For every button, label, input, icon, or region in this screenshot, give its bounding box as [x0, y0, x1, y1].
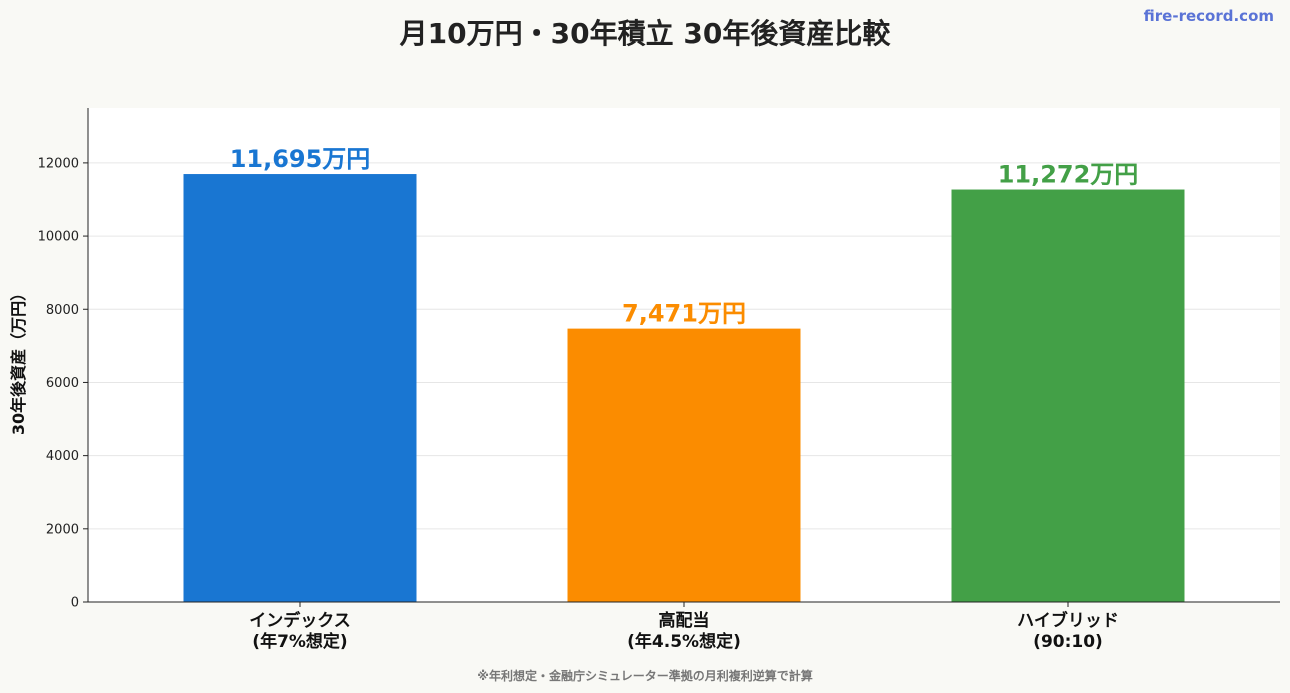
bar-value-label: 11,272万円: [998, 161, 1139, 189]
y-axis-label: 30年後資産（万円）: [9, 285, 28, 435]
x-tick-label: ハイブリッド: [1017, 610, 1119, 631]
x-tick-label: インデックス: [249, 610, 351, 631]
y-tick-label: 0: [71, 596, 79, 611]
y-tick-label: 12000: [38, 156, 79, 171]
y-tick-label: 4000: [46, 449, 79, 464]
x-tick-label: (年7%想定): [252, 631, 347, 652]
bar-value-label: 11,695万円: [230, 145, 371, 173]
y-tick-label: 2000: [46, 522, 79, 537]
x-tick-label: (90:10): [1033, 632, 1103, 652]
x-tick-label: 高配当: [659, 610, 710, 631]
footnote: ※年利想定・金融庁シミュレーター準拠の月利複利逆算で計算: [477, 669, 813, 683]
bars: 11,695万円 7,471万円 11,272万円: [183, 145, 1185, 603]
bar-value-label: 7,471万円: [622, 300, 746, 328]
bar: [183, 174, 417, 603]
bar: [567, 328, 801, 602]
watermark-text: fire-record.com: [1143, 7, 1274, 25]
bar: [951, 189, 1185, 602]
y-axis-ticks: 0 2000 4000 6000 8000 10000 12000: [38, 156, 88, 611]
x-axis-labels: インデックス(年7%想定) 高配当(年4.5%想定) ハイブリッド(90:10): [249, 602, 1119, 652]
y-tick-label: 8000: [46, 303, 79, 318]
y-tick-label: 6000: [46, 376, 79, 391]
x-tick-label: (年4.5%想定): [627, 631, 741, 652]
y-tick-label: 10000: [38, 230, 79, 245]
chart-title: 月10万円・30年積立 30年後資産比較: [399, 17, 891, 50]
